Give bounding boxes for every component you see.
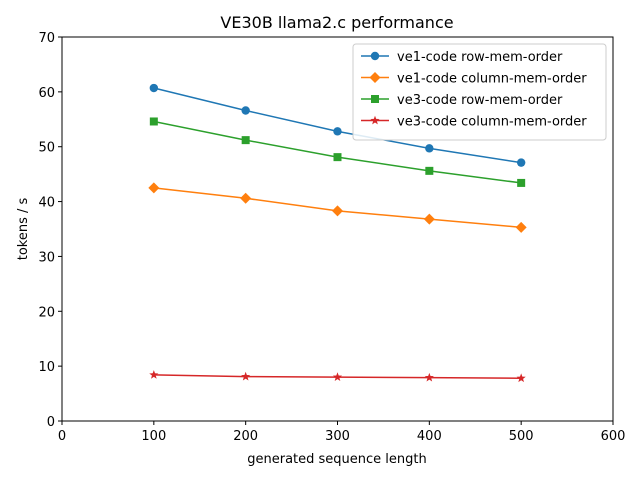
legend-item: ve3-code row-mem-order (361, 93, 563, 108)
data-point (241, 106, 250, 115)
legend-item: ve3-code column-mem-order (361, 115, 587, 130)
x-tick-label: 100 (141, 429, 166, 444)
data-point (241, 371, 251, 381)
data-point (332, 372, 343, 381)
y-tick-label: 20 (38, 305, 55, 320)
y-tick-label: 50 (38, 141, 55, 156)
data-point (333, 153, 342, 162)
y-tick-label: 40 (38, 196, 55, 211)
legend-label: ve3-code column-mem-order (397, 115, 587, 130)
legend-marker (371, 95, 379, 103)
y-axis: 0 10 20 30 40 50 60 70 (38, 31, 62, 430)
x-tick-label: 600 (601, 429, 626, 444)
y-axis-label: tokens / s (16, 198, 31, 261)
y-tick-label: 30 (38, 250, 55, 265)
plot-area (148, 83, 527, 383)
x-tick-label: 0 (58, 429, 66, 444)
legend: ve1-code row-mem-order ve1-code column-me… (352, 43, 607, 141)
series-group (149, 83, 526, 167)
series-group (149, 117, 526, 187)
data-point (515, 221, 527, 233)
data-point (148, 182, 160, 194)
legend-marker (370, 115, 380, 125)
y-tick-label: 70 (38, 31, 55, 46)
data-point (149, 370, 159, 379)
data-point (149, 83, 159, 93)
legend-marker (369, 72, 381, 83)
legend-marker (370, 51, 380, 61)
data-point (423, 213, 435, 225)
x-tick-label: 500 (509, 429, 534, 444)
data-point (332, 205, 343, 217)
legend-label: ve1-code row-mem-order (397, 50, 563, 65)
x-tick-label: 200 (233, 429, 258, 444)
data-point (149, 117, 158, 126)
data-point (241, 136, 250, 145)
y-tick-label: 60 (38, 86, 55, 101)
x-tick-label: 300 (325, 429, 350, 444)
data-point (516, 373, 526, 383)
y-tick-label: 10 (38, 360, 55, 375)
x-axis: 0 100 200 300 400 500 600 (58, 421, 626, 444)
chart-title: VE30B llama2.c performance (220, 13, 453, 32)
x-axis-label: generated sequence length (247, 452, 427, 467)
y-tick-label: 0 (47, 415, 55, 430)
data-point (517, 178, 526, 187)
data-point (425, 144, 434, 153)
data-point (240, 192, 252, 204)
data-point (424, 372, 434, 382)
series-group (149, 370, 526, 383)
legend-item: ve1-code row-mem-order (361, 50, 563, 65)
legend-item: ve1-code column-mem-order (361, 72, 587, 87)
series-group (148, 182, 527, 233)
legend-label: ve3-code row-mem-order (397, 93, 563, 108)
data-point (425, 166, 434, 175)
data-point (516, 158, 526, 167)
legend-label: ve1-code column-mem-order (397, 72, 587, 87)
legend-box (352, 43, 607, 141)
x-tick-label: 400 (417, 429, 442, 444)
data-point (333, 127, 342, 136)
